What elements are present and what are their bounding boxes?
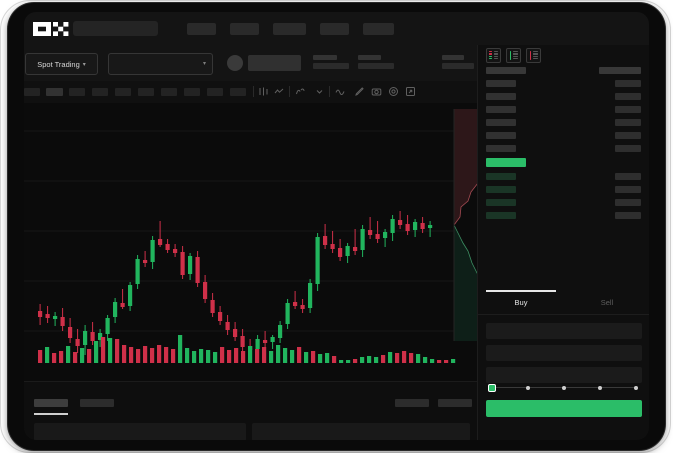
nav-item-1[interactable] xyxy=(187,23,216,35)
stat-change-value xyxy=(313,63,349,69)
bottom-tab-order-history[interactable] xyxy=(80,399,114,407)
app-screen: Spot Trading ▾ ▾ xyxy=(24,12,649,440)
candlestick-chart-icon[interactable] xyxy=(258,86,269,97)
bottom-tab-active-indicator xyxy=(34,413,68,415)
stat-low-label xyxy=(442,55,464,60)
orderbook-row-price[interactable] xyxy=(486,199,516,206)
orderbook-row-price[interactable] xyxy=(486,173,516,180)
orderbook-row-amount[interactable] xyxy=(615,186,641,193)
drawing-pencil-icon[interactable] xyxy=(354,86,365,97)
slider-step-75[interactable] xyxy=(598,385,602,390)
orderbook-row-price[interactable] xyxy=(486,212,516,219)
orderbook-row-amount[interactable] xyxy=(615,80,641,87)
coin-avatar xyxy=(227,55,243,71)
nav-item-2[interactable] xyxy=(230,23,259,35)
chevron-down-icon: ▾ xyxy=(82,61,86,68)
orderbook-trade-panel: Buy Sell xyxy=(477,45,649,440)
orderbook-mode-bids[interactable] xyxy=(506,48,521,63)
timeframe-2[interactable] xyxy=(46,88,63,96)
camera-icon[interactable] xyxy=(371,86,382,97)
orderbook-row-price[interactable] xyxy=(486,93,516,100)
chevron-down-icon[interactable] xyxy=(314,86,325,97)
fullscreen-icon[interactable] xyxy=(405,86,416,97)
bottom-action-1[interactable] xyxy=(395,399,429,407)
timeframe-4[interactable] xyxy=(92,88,108,96)
orderbook-row-amount[interactable] xyxy=(615,132,641,139)
timeframe-7[interactable] xyxy=(161,88,177,96)
nav-search-box[interactable] xyxy=(73,21,158,36)
toolbar-divider xyxy=(329,86,330,97)
orderbook-row-amount[interactable] xyxy=(615,93,641,100)
orderbook-row-price[interactable] xyxy=(486,106,516,113)
slider-step-50[interactable] xyxy=(562,385,566,390)
orderbook-column-header-amount xyxy=(599,67,641,74)
timeframe-9[interactable] xyxy=(207,88,223,96)
stat-high-label xyxy=(358,55,381,60)
nav-item-3[interactable] xyxy=(273,23,306,35)
timeframe-3[interactable] xyxy=(69,88,85,96)
tab-sell[interactable]: Sell xyxy=(600,297,614,307)
amount-slider[interactable] xyxy=(488,383,640,392)
field-price[interactable] xyxy=(486,323,642,339)
stat-high-value xyxy=(358,63,394,69)
stat-change-label xyxy=(313,55,337,60)
toolbar-divider xyxy=(253,86,254,97)
bottom-panel-right[interactable] xyxy=(252,423,470,440)
tab-buy[interactable]: Buy xyxy=(514,297,528,307)
nav-item-4[interactable] xyxy=(320,23,349,35)
orderbook-row-price[interactable] xyxy=(486,158,526,167)
orderbook-mode-group xyxy=(486,48,541,63)
spot-trading-label: Spot Trading xyxy=(37,59,80,69)
bottom-panel-left[interactable] xyxy=(34,423,246,440)
orderbook-row-amount[interactable] xyxy=(615,173,641,180)
orderbook-row-amount[interactable] xyxy=(615,199,641,206)
nav-item-5[interactable] xyxy=(363,23,394,35)
buy-sell-tabs: Buy Sell xyxy=(478,290,649,315)
spot-trading-selector[interactable]: Spot Trading ▾ xyxy=(25,53,98,75)
timeframe-6[interactable] xyxy=(138,88,154,96)
toolbar-divider xyxy=(289,86,290,97)
chevron-down-icon: ▾ xyxy=(202,61,206,67)
orderbook-mode-both[interactable] xyxy=(486,48,501,63)
orderbook-row-amount[interactable] xyxy=(615,119,641,126)
orderbook-column-header-price xyxy=(486,67,526,74)
orderbook-mode-asks[interactable] xyxy=(526,48,541,63)
orderbook-row-price[interactable] xyxy=(486,186,516,193)
slider-step-25[interactable] xyxy=(526,385,530,390)
orderbook-row-price[interactable] xyxy=(486,119,516,126)
stat-low-value xyxy=(442,63,474,69)
slider-handle[interactable] xyxy=(488,384,496,392)
settings-gear-icon[interactable] xyxy=(388,86,399,97)
buy-tab-active-indicator xyxy=(486,290,556,292)
place-buy-order-button[interactable] xyxy=(486,400,642,417)
last-price-value xyxy=(248,55,301,71)
orderbook-row-amount[interactable] xyxy=(615,145,641,152)
orderbook-row-price[interactable] xyxy=(486,145,516,152)
orderbook-row-price[interactable] xyxy=(486,80,516,87)
timeframe-5[interactable] xyxy=(115,88,131,96)
okx-logo[interactable] xyxy=(24,22,69,36)
timeframe-1[interactable] xyxy=(24,88,40,96)
trading-pair-selector[interactable]: ▾ xyxy=(108,53,213,75)
trend-wave-icon[interactable] xyxy=(335,86,346,97)
line-chart-icon[interactable] xyxy=(274,86,285,97)
top-navigation-bar xyxy=(24,12,649,45)
orderbook-row-amount[interactable] xyxy=(615,106,641,113)
field-amount[interactable] xyxy=(486,345,642,361)
slider-step-100[interactable] xyxy=(634,385,638,390)
indicators-icon[interactable] xyxy=(295,86,306,97)
field-total[interactable] xyxy=(486,367,642,383)
stat-high xyxy=(358,55,394,69)
orderbook-row-price[interactable] xyxy=(486,132,516,139)
timeframe-8[interactable] xyxy=(184,88,200,96)
stat-change xyxy=(313,55,349,69)
bottom-action-2[interactable] xyxy=(438,399,472,407)
orderbook-row-amount[interactable] xyxy=(615,212,641,219)
bottom-tab-open-orders[interactable] xyxy=(34,399,68,407)
timeframe-10[interactable] xyxy=(230,88,246,96)
stat-low xyxy=(442,55,474,69)
